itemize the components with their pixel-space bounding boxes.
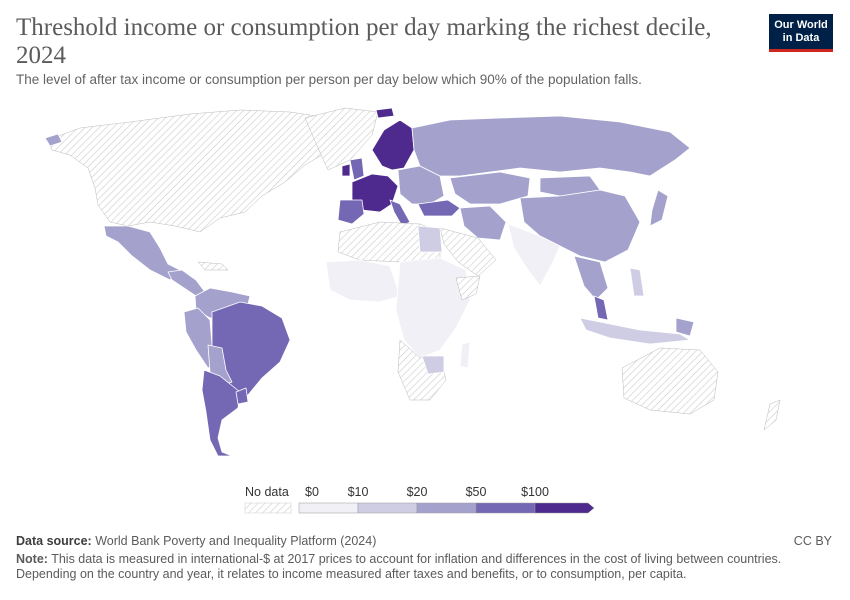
legend-swatch xyxy=(357,502,418,514)
footer-note: Note: This data is measured in internati… xyxy=(16,552,816,582)
country-madagascar[interactable] xyxy=(459,341,471,369)
note-label: Note: xyxy=(16,552,48,566)
region-southeast-asia[interactable] xyxy=(573,255,609,301)
legend-tick-label: $20 xyxy=(407,485,428,499)
region-west-africa[interactable] xyxy=(325,259,401,303)
region-scandinavia[interactable] xyxy=(371,119,415,171)
chart-subtitle: The level of after tax income or consump… xyxy=(16,72,642,87)
source-text[interactable]: World Bank Poverty and Inequality Platfo… xyxy=(95,534,377,548)
country-new-zealand[interactable] xyxy=(763,399,781,431)
region-horn-of-africa[interactable] xyxy=(455,275,481,301)
legend-tick-label: $100 xyxy=(521,485,549,499)
country-iceland[interactable] xyxy=(375,107,395,119)
country-italy[interactable] xyxy=(389,199,411,227)
country-south-africa[interactable] xyxy=(421,355,445,375)
region-iran[interactable] xyxy=(459,205,507,241)
legend-no-data-swatch xyxy=(244,502,292,514)
legend-tick-label: $10 xyxy=(348,485,369,499)
legend-tick-label: $0 xyxy=(305,485,319,499)
region-uk[interactable] xyxy=(349,157,365,181)
region-south-asia[interactable] xyxy=(507,223,561,287)
source-label: Data source: xyxy=(16,534,92,548)
legend-swatch xyxy=(475,502,536,514)
legend-swatch xyxy=(298,502,359,514)
owid-logo[interactable]: Our World in Data xyxy=(769,14,833,52)
legend-swatch xyxy=(416,502,477,514)
world-map[interactable] xyxy=(0,100,850,470)
country-australia[interactable] xyxy=(621,347,719,415)
country-malaysia[interactable] xyxy=(593,295,609,321)
country-russia[interactable] xyxy=(411,115,691,177)
country-ireland[interactable] xyxy=(341,163,351,177)
region-caribbean[interactable] xyxy=(197,261,229,271)
country-uruguay[interactable] xyxy=(235,387,249,405)
region-alaska[interactable] xyxy=(44,133,63,147)
country-egypt[interactable] xyxy=(417,225,443,253)
region-central-asia[interactable] xyxy=(449,171,531,205)
legend-no-data-label: No data xyxy=(245,485,289,499)
country-china[interactable] xyxy=(519,189,641,263)
legend-swatch xyxy=(534,502,595,514)
logo-line-1: Our World xyxy=(774,19,828,31)
country-papua-new-guinea[interactable] xyxy=(675,317,695,337)
region-north-america-no-data[interactable] xyxy=(47,109,346,233)
country-philippines[interactable] xyxy=(629,267,645,297)
color-legend: No data $0 $10 $20 $50 $100 xyxy=(244,485,595,514)
country-indonesia[interactable] xyxy=(579,317,691,345)
footer-source: Data source: World Bank Poverty and Ineq… xyxy=(16,534,834,549)
legend-tick-label: $50 xyxy=(466,485,487,499)
country-japan[interactable] xyxy=(649,189,669,227)
logo-line-2: in Data xyxy=(782,32,820,44)
chart-title: Threshold income or consumption per day … xyxy=(16,14,712,69)
region-iberia[interactable] xyxy=(337,199,365,225)
region-greenland[interactable] xyxy=(304,107,379,171)
country-turkey[interactable] xyxy=(417,199,461,217)
region-central-east-africa[interactable] xyxy=(395,257,471,359)
note-text: This data is measured in international-$… xyxy=(16,552,782,581)
license[interactable]: CC BY xyxy=(793,534,832,548)
region-central-america[interactable] xyxy=(167,269,206,297)
